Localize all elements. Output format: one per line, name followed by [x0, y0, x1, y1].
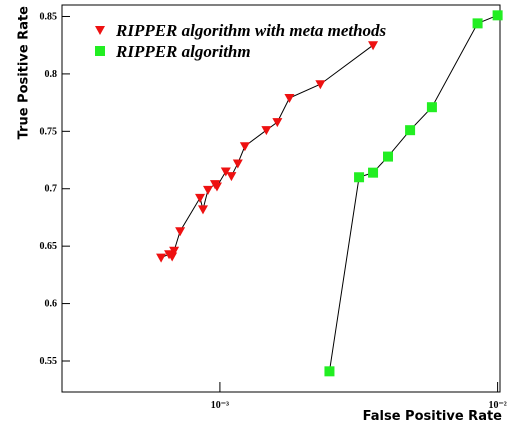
- marker: [324, 366, 335, 377]
- marker: [272, 118, 283, 128]
- y-axis-label: True Positive Rate: [17, 6, 32, 140]
- marker: [197, 205, 208, 215]
- marker: [315, 80, 326, 90]
- legend-label: RIPPER algorithm: [115, 42, 251, 61]
- marker: [368, 41, 379, 51]
- marker: [284, 94, 295, 104]
- marker: [383, 151, 394, 162]
- legend-marker: [95, 26, 105, 35]
- marker: [169, 246, 180, 256]
- plot-frame: [61, 4, 501, 393]
- marker: [368, 167, 379, 178]
- series-line: [328, 14, 498, 372]
- y-tick-label: 0.8: [45, 69, 58, 80]
- marker: [156, 253, 167, 263]
- marker: [220, 167, 231, 177]
- x-axis-label: False Positive Rate: [363, 409, 503, 424]
- y-tick-label: 0.7: [45, 184, 58, 195]
- marker: [492, 10, 503, 21]
- marker: [472, 18, 483, 29]
- y-tick-label: 0.65: [40, 241, 58, 252]
- marker: [211, 182, 222, 192]
- y-tick-label: 0.75: [40, 126, 58, 137]
- marker: [261, 126, 272, 136]
- x-tick-label: 10⁻³: [211, 400, 229, 411]
- y-tick-label: 0.55: [40, 356, 58, 367]
- marker: [175, 227, 186, 237]
- marker: [426, 102, 437, 113]
- y-tick-label: 0.85: [40, 11, 58, 22]
- marker: [405, 125, 416, 136]
- marker: [232, 159, 243, 169]
- series-line: [160, 44, 374, 259]
- y-tick-label: 0.6: [45, 299, 58, 310]
- marker: [354, 172, 365, 183]
- marker: [226, 172, 237, 182]
- marker: [203, 185, 214, 195]
- x-tick-label: 10⁻²: [488, 400, 506, 411]
- legend-label: RIPPER algorithm with meta methods: [115, 21, 387, 40]
- legend-marker: [95, 46, 105, 56]
- marker: [239, 142, 250, 152]
- marker: [195, 193, 206, 203]
